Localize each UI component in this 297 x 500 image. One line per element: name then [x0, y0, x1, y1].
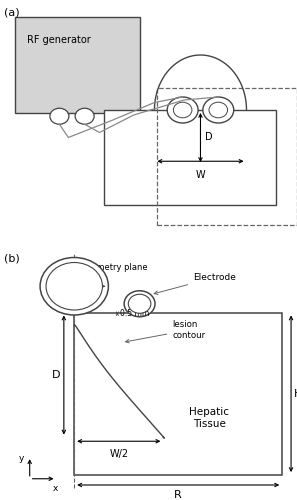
Bar [104, 110, 276, 205]
Circle shape [203, 97, 234, 123]
Text: y: y [18, 454, 24, 463]
Text: H: H [294, 389, 297, 399]
Circle shape [75, 108, 94, 124]
Circle shape [50, 108, 69, 124]
Text: RF generator: RF generator [27, 35, 91, 45]
Text: (b): (b) [4, 254, 20, 264]
Circle shape [128, 294, 151, 313]
Text: x: x [52, 484, 58, 493]
Text: 3 mm: 3 mm [76, 272, 98, 281]
Text: Symmetry plane: Symmetry plane [78, 262, 147, 272]
Circle shape [124, 291, 155, 317]
Circle shape [46, 262, 102, 310]
Bar [15, 18, 140, 112]
Text: Hepatic
Tissue: Hepatic Tissue [189, 408, 229, 429]
Text: (a): (a) [4, 8, 20, 18]
Circle shape [40, 258, 108, 315]
Text: W/2: W/2 [109, 449, 128, 459]
Bar [74, 312, 282, 475]
Text: R: R [174, 490, 182, 500]
Text: D: D [52, 370, 61, 380]
Circle shape [209, 102, 228, 118]
Circle shape [167, 97, 198, 123]
Circle shape [173, 102, 192, 118]
Text: lesion
contour: lesion contour [126, 320, 206, 343]
Text: Electrode: Electrode [154, 273, 236, 294]
Bar [157, 88, 297, 225]
Text: 0.5 mm: 0.5 mm [120, 309, 149, 318]
Text: W: W [196, 170, 205, 180]
Text: D: D [205, 132, 213, 142]
